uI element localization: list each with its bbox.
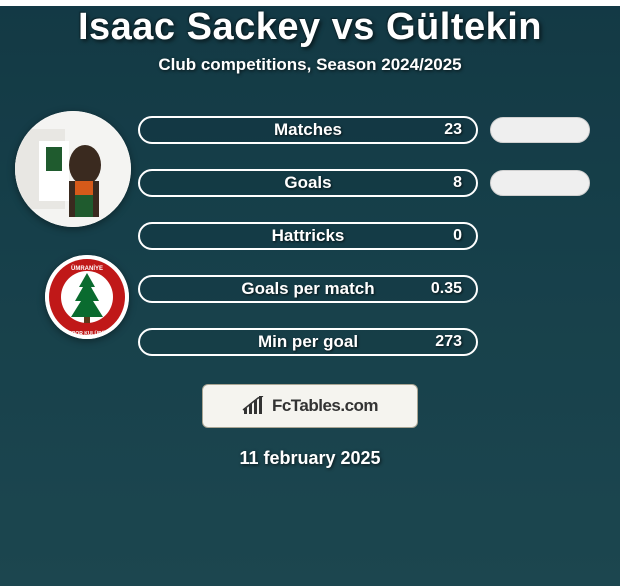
stat-value: 273 [435,333,462,351]
stat-pill-hattricks: Hattricks 0 [138,222,478,250]
stat-row: Min per goal 273 [138,328,612,356]
footer-date: 11 february 2025 [8,448,612,469]
comparison-oval [490,170,590,196]
comparison-oval [490,117,590,143]
comparison-title: Isaac Sackey vs Gültekin [8,6,612,49]
avatars-column: ÜMRANİYE SPOR KULÜBÜ [8,111,138,339]
branding-text: FcTables.com [272,396,378,416]
stat-value: 23 [444,121,462,139]
player-photo-icon [15,111,131,227]
stat-label: Hattricks [272,226,345,246]
club-badge-icon: ÜMRANİYE SPOR KULÜBÜ [45,255,129,339]
stat-value: 0 [453,227,462,245]
player-avatar [15,111,131,227]
stat-value: 8 [453,174,462,192]
stat-label: Goals [284,173,331,193]
main-area: ÜMRANİYE SPOR KULÜBÜ Matches 23 Goals 8 [8,111,612,356]
stat-label: Goals per match [241,279,374,299]
stats-column: Matches 23 Goals 8 Hattricks 0 [138,111,612,356]
stat-value: 0.35 [431,280,462,298]
svg-text:ÜMRANİYE: ÜMRANİYE [71,265,103,272]
stat-pill-mpg: Min per goal 273 [138,328,478,356]
stat-row: Hattricks 0 [138,222,612,250]
bar-chart-icon [242,396,266,416]
season-subtitle: Club competitions, Season 2024/2025 [8,55,612,75]
branding-box: FcTables.com [202,384,418,428]
stat-label: Matches [274,120,342,140]
stat-row: Goals per match 0.35 [138,275,612,303]
svg-text:SPOR KULÜBÜ: SPOR KULÜBÜ [69,330,106,337]
stat-row: Matches 23 [138,116,612,144]
stat-label: Min per goal [258,332,358,352]
stat-pill-matches: Matches 23 [138,116,478,144]
stat-pill-gpm: Goals per match 0.35 [138,275,478,303]
stat-pill-goals: Goals 8 [138,169,478,197]
club-badge: ÜMRANİYE SPOR KULÜBÜ [45,255,129,339]
stat-row: Goals 8 [138,169,612,197]
